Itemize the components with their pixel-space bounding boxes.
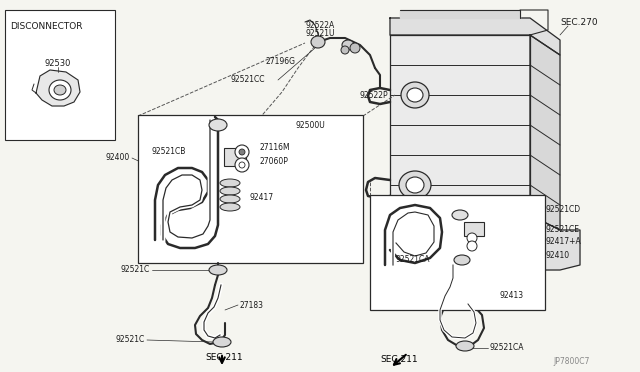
Polygon shape — [390, 18, 560, 55]
Circle shape — [235, 158, 249, 172]
Text: 92521CE: 92521CE — [545, 225, 579, 234]
Text: 92521U: 92521U — [305, 29, 335, 38]
Ellipse shape — [407, 88, 423, 102]
Text: 92521CB: 92521CB — [152, 148, 186, 157]
Bar — [464, 222, 484, 236]
Ellipse shape — [220, 203, 240, 211]
Ellipse shape — [399, 171, 431, 199]
Ellipse shape — [220, 179, 240, 187]
Polygon shape — [390, 35, 530, 215]
Ellipse shape — [209, 119, 227, 131]
Text: JP7800C7: JP7800C7 — [554, 357, 590, 366]
Text: SEC.270: SEC.270 — [560, 18, 598, 27]
Text: 27183: 27183 — [240, 301, 264, 310]
Polygon shape — [400, 10, 520, 18]
Text: 92417+A: 92417+A — [545, 237, 580, 247]
Text: 27060P: 27060P — [260, 157, 289, 167]
Circle shape — [467, 241, 477, 251]
Ellipse shape — [452, 210, 468, 220]
Ellipse shape — [220, 195, 240, 203]
Ellipse shape — [454, 255, 470, 265]
Bar — [224, 148, 246, 166]
Text: 27116M: 27116M — [260, 144, 291, 153]
Text: 92413: 92413 — [500, 291, 524, 299]
Text: DISCONNECTOR: DISCONNECTOR — [10, 22, 83, 31]
Text: 92521C: 92521C — [121, 266, 150, 275]
Text: 92410: 92410 — [545, 251, 569, 260]
Bar — [138, 115, 363, 263]
Polygon shape — [530, 35, 560, 230]
Bar — [5, 10, 115, 140]
Ellipse shape — [401, 82, 429, 108]
Ellipse shape — [456, 341, 474, 351]
Text: 92417: 92417 — [250, 193, 274, 202]
Text: 92521CC: 92521CC — [230, 76, 265, 84]
Circle shape — [467, 233, 477, 243]
Text: 27196G: 27196G — [265, 58, 295, 67]
Ellipse shape — [54, 85, 66, 95]
Text: 92521CD: 92521CD — [545, 205, 580, 215]
Text: 92530: 92530 — [45, 60, 71, 68]
Ellipse shape — [311, 36, 325, 48]
Ellipse shape — [49, 80, 71, 100]
Ellipse shape — [209, 265, 227, 275]
Circle shape — [235, 145, 249, 159]
Bar — [370, 195, 545, 310]
Circle shape — [350, 43, 360, 53]
Text: SEC.211: SEC.211 — [380, 356, 418, 365]
Text: 92522A: 92522A — [306, 22, 335, 31]
Text: 92500U: 92500U — [295, 121, 324, 129]
Circle shape — [341, 46, 349, 54]
Polygon shape — [390, 215, 580, 270]
Polygon shape — [36, 70, 80, 106]
Circle shape — [239, 162, 245, 168]
Circle shape — [239, 149, 245, 155]
Ellipse shape — [220, 187, 240, 195]
Ellipse shape — [342, 40, 354, 50]
Text: 92521CA: 92521CA — [396, 256, 430, 264]
Text: 92522P: 92522P — [360, 90, 388, 99]
Text: 92521CA: 92521CA — [490, 343, 525, 353]
Text: 92400: 92400 — [106, 154, 130, 163]
Ellipse shape — [213, 337, 231, 347]
Ellipse shape — [406, 177, 424, 193]
Text: SEC.211: SEC.211 — [205, 353, 243, 362]
Text: 92521C: 92521C — [116, 336, 145, 344]
